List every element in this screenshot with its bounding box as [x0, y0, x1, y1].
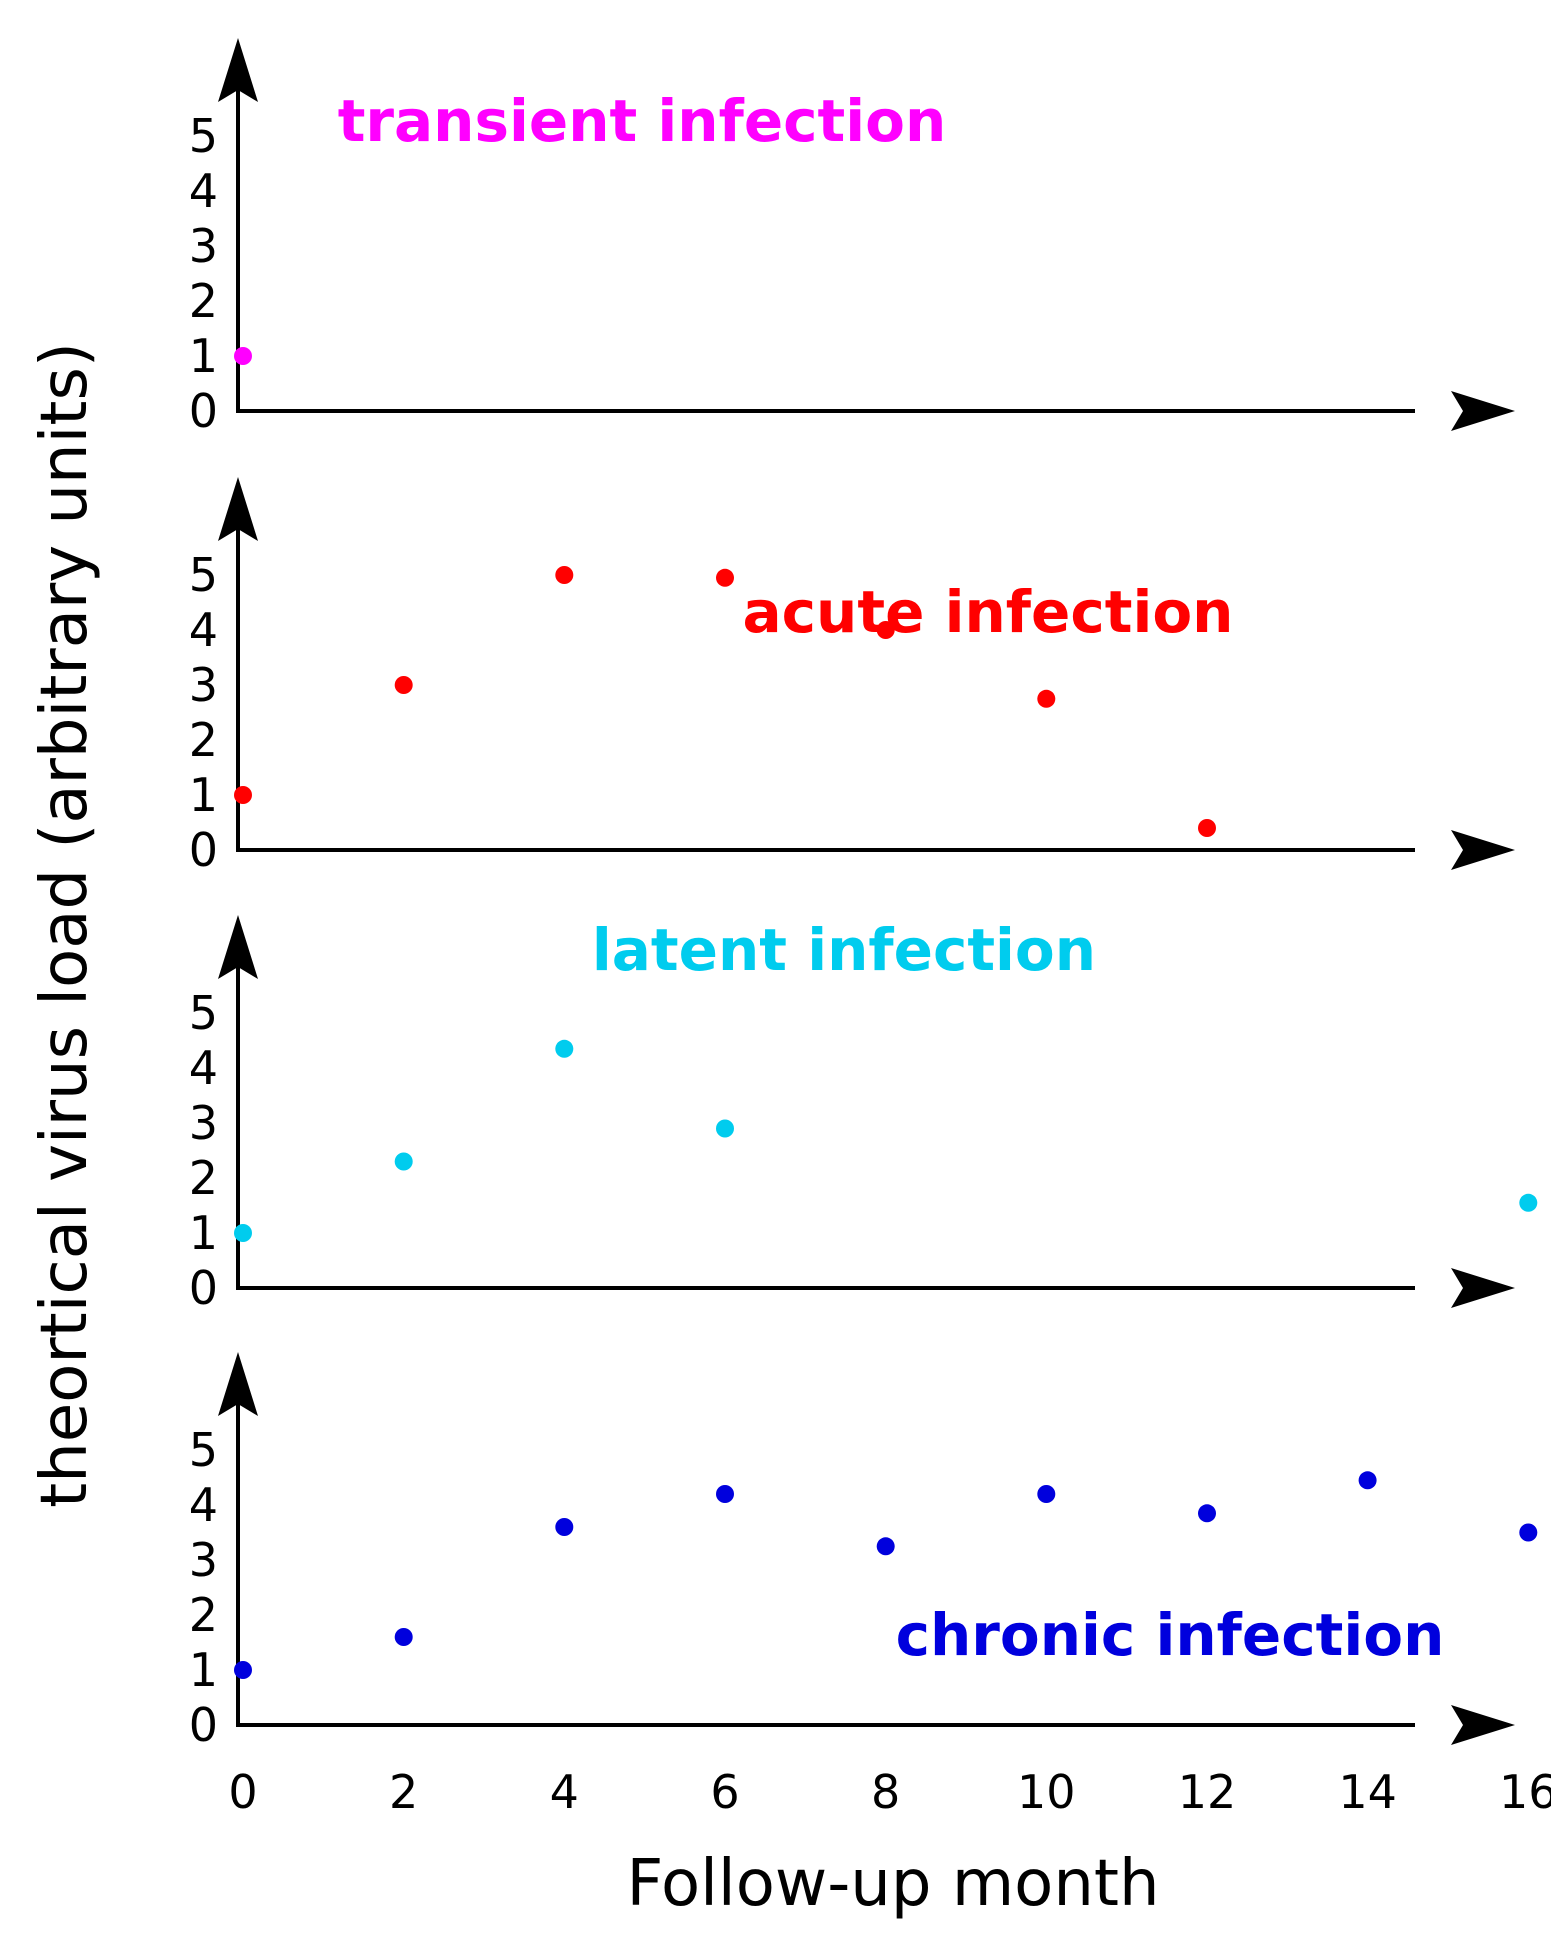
x-tick-label: 14	[1338, 1765, 1397, 1819]
y-tick-label: 3	[189, 1096, 218, 1150]
data-point	[1358, 1471, 1377, 1490]
y-axis-arrowhead	[218, 477, 258, 541]
y-tick-label: 2	[189, 1588, 218, 1642]
y-tick-label: 4	[189, 1478, 218, 1532]
y-tick-label: 1	[189, 1643, 218, 1697]
x-tick-label: 6	[710, 1765, 739, 1819]
data-point	[234, 1224, 252, 1242]
panel-title: latent infection	[592, 916, 1096, 984]
y-tick-label: 5	[189, 548, 218, 602]
y-tick-label: 3	[189, 1533, 218, 1587]
y-tick-label: 5	[189, 1423, 218, 1477]
y-tick-label: 1	[189, 1206, 218, 1260]
data-point	[555, 566, 574, 584]
data-point	[234, 347, 252, 365]
y-tick-label: 4	[189, 164, 218, 218]
data-point	[394, 1152, 413, 1171]
y-tick-label: 5	[189, 109, 218, 163]
data-point	[716, 1119, 734, 1138]
y-tick-label: 4	[189, 603, 218, 657]
y-axis-arrowhead	[218, 1352, 258, 1416]
y-tick-label: 1	[189, 768, 218, 822]
y-tick-label: 0	[189, 823, 218, 877]
x-tick-label: 12	[1178, 1765, 1237, 1819]
y-axis-arrowhead	[218, 915, 258, 979]
data-point	[716, 568, 734, 587]
data-point	[1519, 1193, 1538, 1212]
panel-title: transient infection	[338, 87, 947, 155]
panel-title: acute infection	[743, 578, 1234, 646]
y-tick-label: 3	[189, 658, 218, 712]
x-tick-label: 10	[1017, 1765, 1076, 1819]
x-tick-label: 4	[550, 1765, 579, 1819]
data-point	[1519, 1523, 1538, 1542]
y-tick-label: 3	[189, 219, 218, 273]
y-tick-label: 0	[189, 1698, 218, 1752]
data-point	[234, 786, 252, 804]
y-tick-label: 0	[189, 384, 218, 438]
y-tick-label: 5	[189, 986, 218, 1040]
data-point	[1037, 689, 1056, 708]
data-point	[1198, 819, 1216, 837]
data-point	[716, 1485, 734, 1503]
panel-title: chronic infection	[896, 1601, 1445, 1669]
x-axis-arrowhead	[1451, 1705, 1515, 1745]
y-tick-label: 0	[189, 1261, 218, 1315]
x-axis-title: Follow-up month	[626, 1847, 1159, 1921]
x-axis-arrowhead	[1451, 1268, 1515, 1308]
data-point	[394, 676, 413, 694]
x-tick-label: 2	[389, 1765, 418, 1819]
data-point	[555, 1518, 574, 1536]
y-axis-arrowhead	[218, 38, 258, 102]
y-tick-label: 4	[189, 1041, 218, 1095]
x-tick-label: 16	[1499, 1765, 1551, 1819]
data-point	[555, 1039, 574, 1058]
x-tick-label: 8	[871, 1765, 900, 1819]
y-tick-label: 2	[189, 713, 218, 767]
x-axis-arrowhead	[1451, 830, 1515, 870]
data-point	[876, 1537, 895, 1556]
data-point	[394, 1628, 413, 1646]
y-axis-title: theortical virus load (arbitrary units)	[28, 342, 102, 1508]
data-point	[234, 1661, 252, 1679]
x-axis-arrowhead	[1451, 391, 1515, 431]
data-point	[1037, 1485, 1056, 1503]
data-point	[1198, 1504, 1216, 1523]
x-tick-label: 0	[228, 1765, 257, 1819]
y-tick-label: 2	[189, 274, 218, 328]
y-tick-label: 2	[189, 1151, 218, 1205]
data-point	[876, 621, 895, 639]
y-tick-label: 1	[189, 329, 218, 383]
